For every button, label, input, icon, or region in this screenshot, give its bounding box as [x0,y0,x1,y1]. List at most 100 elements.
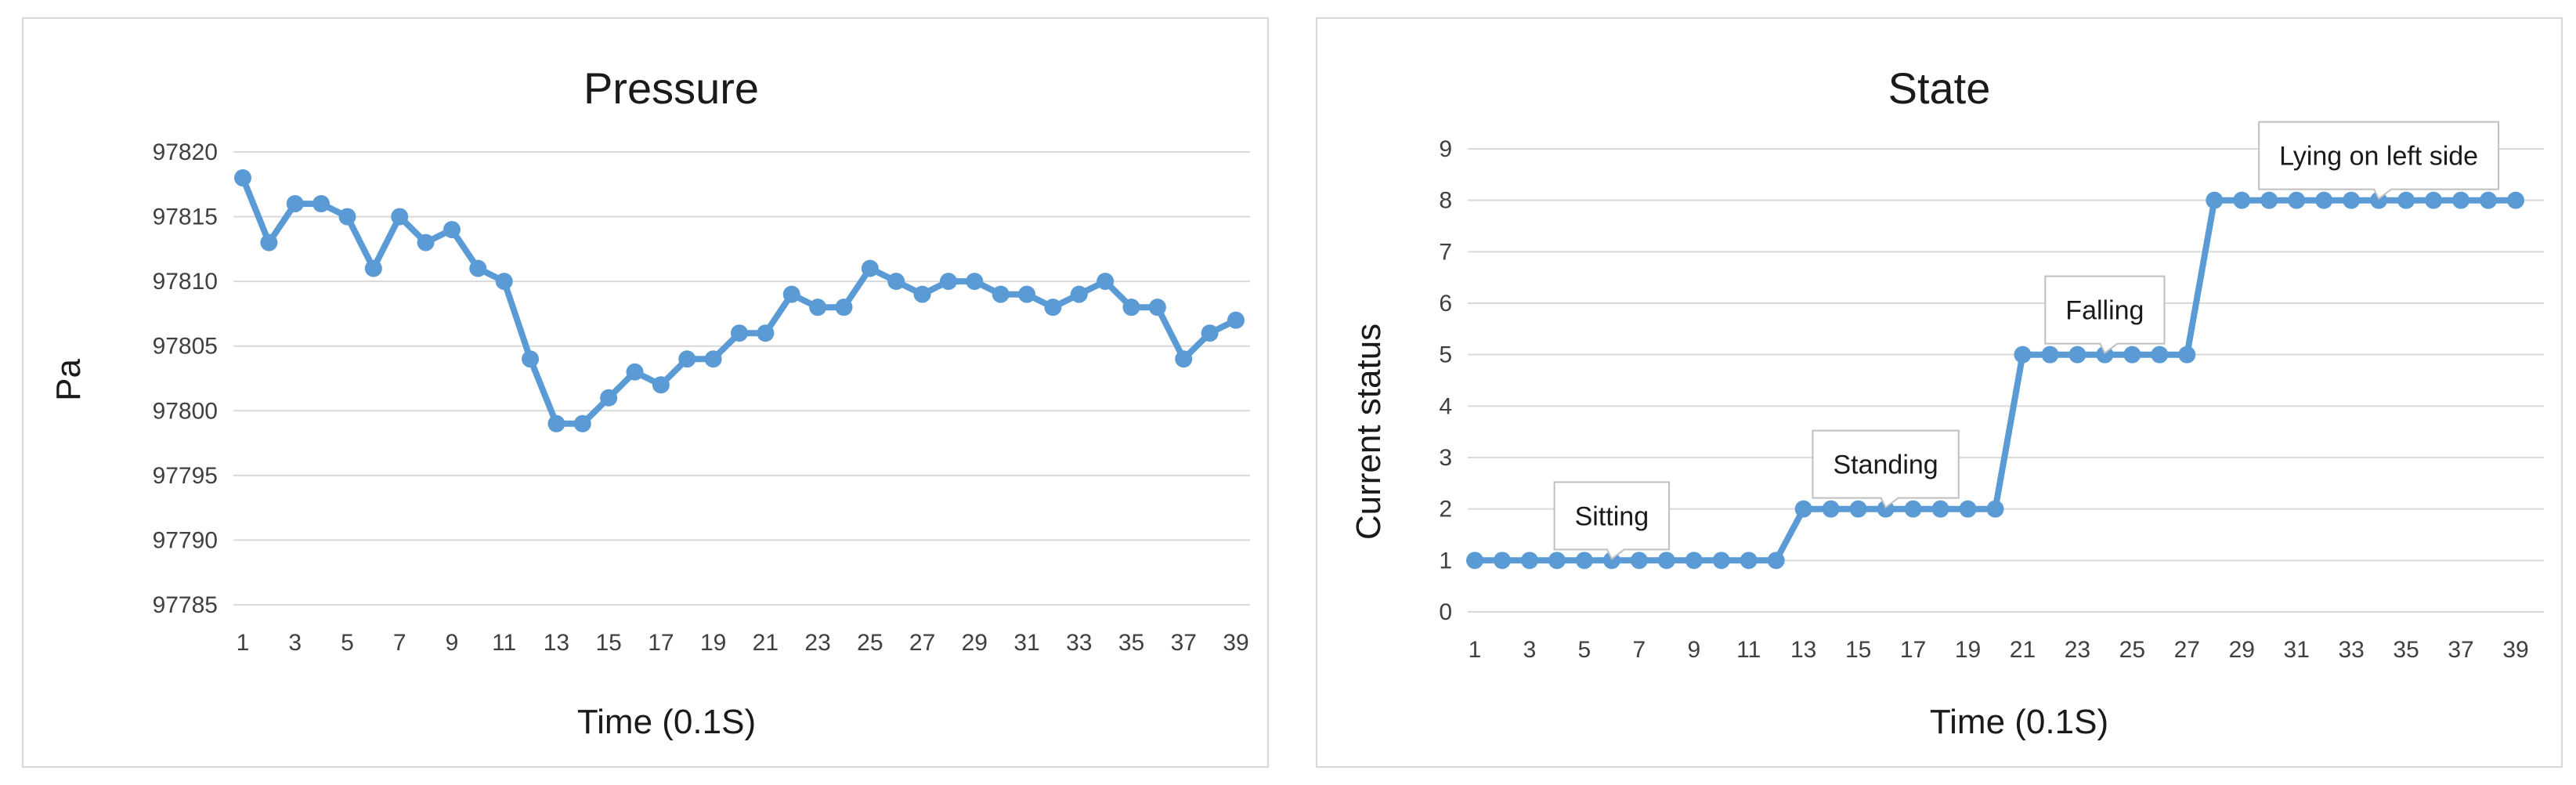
x-tick-label: 25 [2119,637,2145,663]
data-point [600,389,618,407]
data-point [338,208,356,226]
x-tick-label: 39 [1223,630,1248,656]
x-tick-label: 37 [2448,637,2473,663]
data-point [809,298,827,317]
data-point [469,259,487,277]
data-point [1201,324,1219,342]
data-point [313,195,331,213]
data-point [2452,191,2470,209]
data-point [443,221,461,239]
data-point [2014,345,2032,364]
data-point [1575,552,1593,570]
callout-box [2258,121,2500,201]
data-point [2041,345,2059,364]
x-axis-title: Time (0.1S) [577,703,756,741]
data-point [678,350,696,368]
y-tick-label: 97785 [153,592,218,618]
y-tick-label: 97805 [153,334,218,360]
x-tick-label: 1 [237,630,250,656]
x-tick-label: 19 [1955,637,1981,663]
y-tick-label: 97790 [153,527,218,553]
data-point [1685,552,1703,570]
data-point [1630,552,1648,570]
data-point [1767,552,1785,570]
data-point [1148,298,1166,317]
y-axis-title: Pa [49,359,88,401]
data-point [1657,552,1675,570]
data-point [1493,552,1511,570]
data-point [1740,552,1758,570]
data-point [1931,500,1949,518]
y-tick-label: 8 [1439,188,1452,214]
data-point [286,195,304,213]
data-point [2397,191,2415,209]
data-point [417,233,435,251]
callout-label: Standing [1833,450,1938,480]
data-point [966,273,984,291]
y-tick-label: 1 [1439,548,1452,573]
x-tick-label: 33 [1066,630,1092,656]
x-tick-label: 33 [2338,637,2364,663]
y-tick-label: 97810 [153,269,218,295]
data-point [2288,191,2306,209]
y-tick-label: 9 [1439,136,1452,162]
x-tick-label: 9 [446,630,459,656]
x-tick-label: 5 [341,630,354,656]
callout-label: Falling [2065,296,2144,326]
data-point [1904,500,1922,518]
data-point [260,233,278,251]
x-tick-label: 7 [1632,637,1646,663]
y-tick-label: 5 [1439,342,1452,368]
data-point [2343,191,2361,209]
data-point [1466,552,1483,570]
data-point [1959,500,1977,518]
x-tick-label: 31 [1013,630,1039,656]
data-point [861,259,879,277]
data-point [1794,500,1812,518]
data-point [1122,298,1140,317]
data-point [2507,191,2524,209]
data-point [704,350,722,368]
callout-annotation: Sitting [1553,481,1671,560]
data-point [835,298,853,317]
x-tick-label: 7 [393,630,406,656]
x-tick-label: 29 [962,630,988,656]
data-point [626,363,644,381]
callout-annotation: Lying on left side [2258,121,2500,201]
data-point [391,208,409,226]
data-point [364,259,382,277]
x-tick-label: 17 [648,630,674,656]
x-tick-label: 9 [1687,637,1700,663]
data-point [2068,345,2086,364]
data-point [2123,345,2141,364]
data-point [1018,285,1036,303]
data-point [1227,311,1245,329]
data-point [913,285,931,303]
x-tick-label: 39 [2502,637,2528,663]
data-point [782,285,800,303]
data-point [2206,191,2224,209]
chart-title: Pressure [583,63,759,113]
data-point [1070,285,1088,303]
data-point [1822,500,1840,518]
data-point [234,169,251,187]
y-tick-label: 6 [1439,291,1452,317]
x-tick-label: 13 [544,630,569,656]
data-point [2233,191,2251,209]
data-point [495,273,513,291]
y-tick-label: 97815 [153,204,218,230]
data-point [1712,552,1730,570]
data-point [2480,191,2498,209]
data-point [1520,552,1538,570]
x-tick-label: 35 [2393,637,2419,663]
y-tick-label: 0 [1439,599,1452,625]
x-tick-label: 29 [2229,637,2255,663]
data-point [573,414,591,432]
data-point [887,273,905,291]
callout-box [2044,275,2166,355]
callout-annotation: Falling [2044,275,2166,355]
y-tick-label: 97800 [153,398,218,424]
x-tick-label: 37 [1171,630,1197,656]
data-point [652,376,670,394]
